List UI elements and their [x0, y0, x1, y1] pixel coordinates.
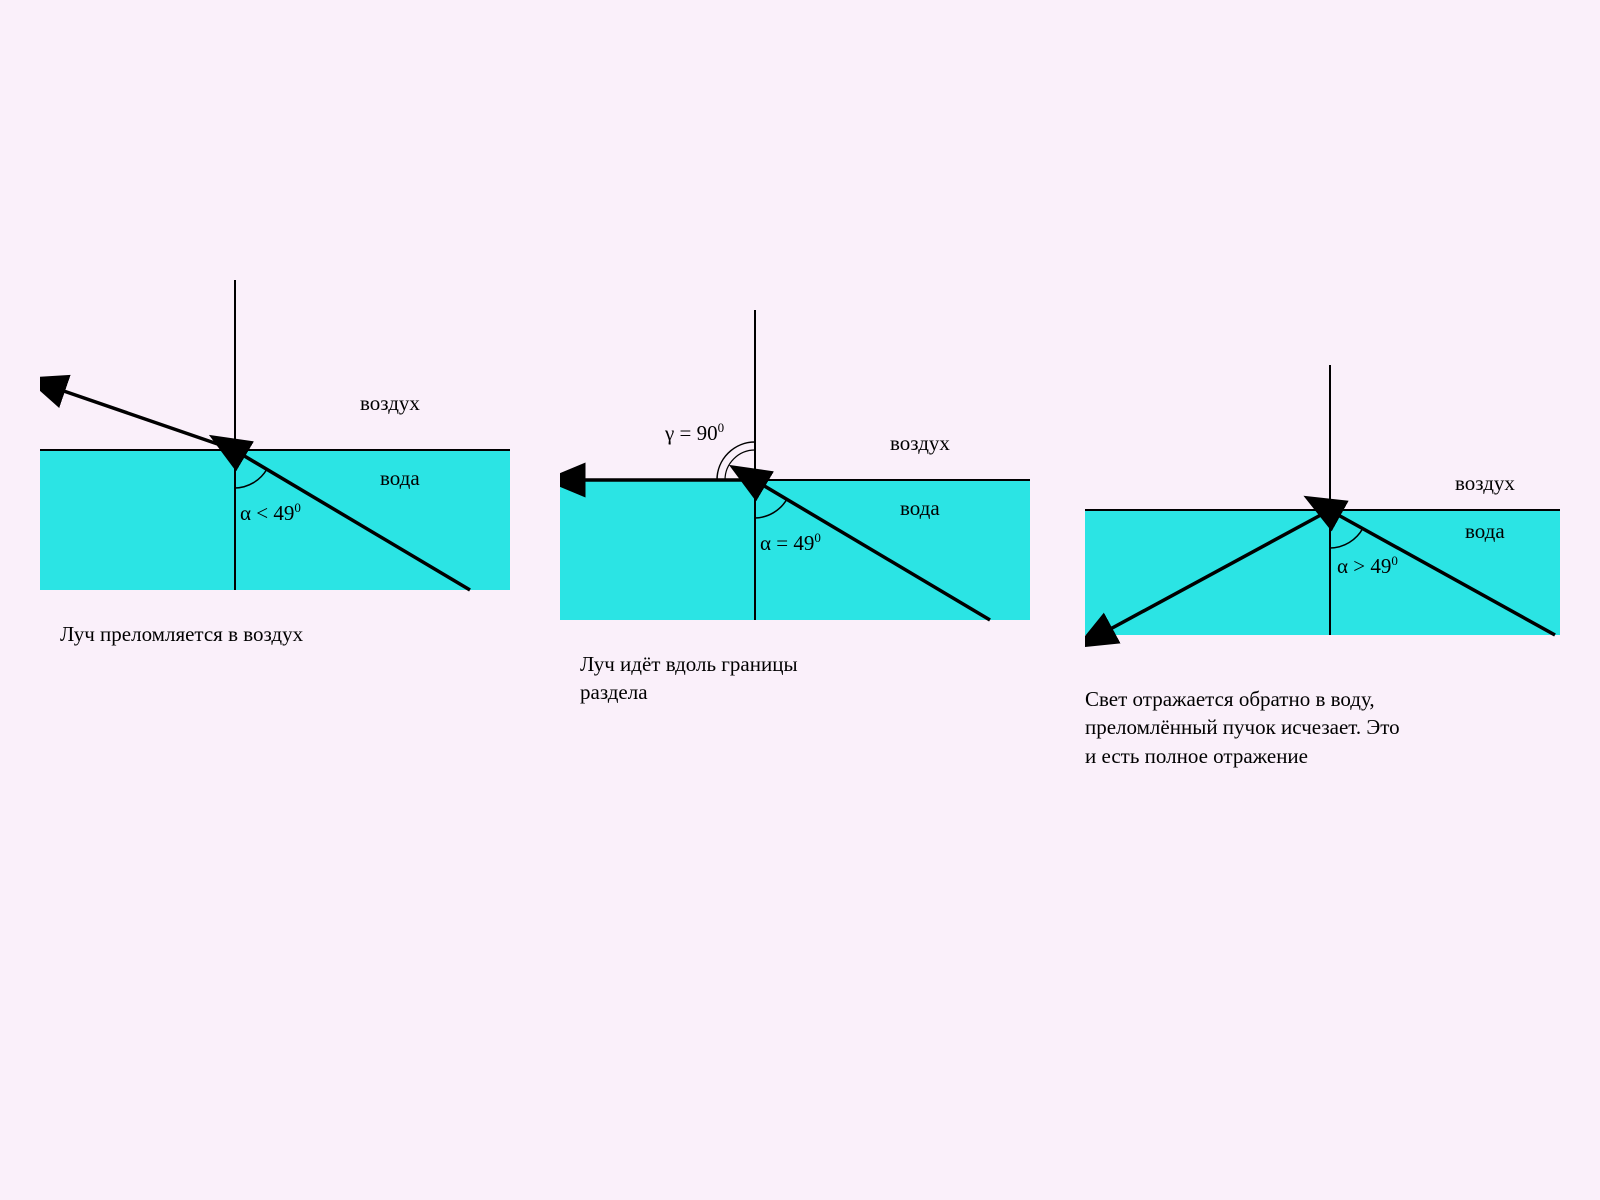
panel-refraction: воздух вода α < 490 Луч преломляется в в…: [40, 250, 510, 610]
angle-arc-gamma-inner: [725, 450, 755, 480]
gamma-label: γ = 900: [664, 420, 724, 445]
alpha-label: α = 490: [760, 530, 821, 555]
air-label: воздух: [1455, 471, 1515, 495]
water-label: вода: [900, 496, 940, 520]
caption-2: Луч идёт вдоль границы раздела: [580, 650, 798, 707]
alpha-label: α < 490: [240, 500, 301, 525]
air-label: воздух: [360, 391, 420, 415]
caption-3: Свет отражается обратно в воду, преломлё…: [1085, 685, 1555, 770]
panel-critical: воздух вода α = 490 γ = 900 Луч идёт вдо…: [560, 280, 1030, 640]
diagram-total-internal: воздух вода α > 490: [1085, 310, 1560, 670]
refracted-ray: [55, 388, 235, 450]
air-label: воздух: [890, 431, 950, 455]
alpha-label: α > 490: [1337, 553, 1398, 578]
angle-arc-gamma: [717, 442, 755, 480]
panel-total-internal: воздух вода α > 490 Свет отражается обра…: [1085, 310, 1560, 670]
diagram-refraction: воздух вода α < 490: [40, 250, 510, 610]
water-label: вода: [1465, 519, 1505, 543]
water-label: вода: [380, 466, 420, 490]
diagram-critical: воздух вода α = 490 γ = 900: [560, 280, 1030, 640]
caption-1: Луч преломляется в воздух: [60, 620, 303, 648]
